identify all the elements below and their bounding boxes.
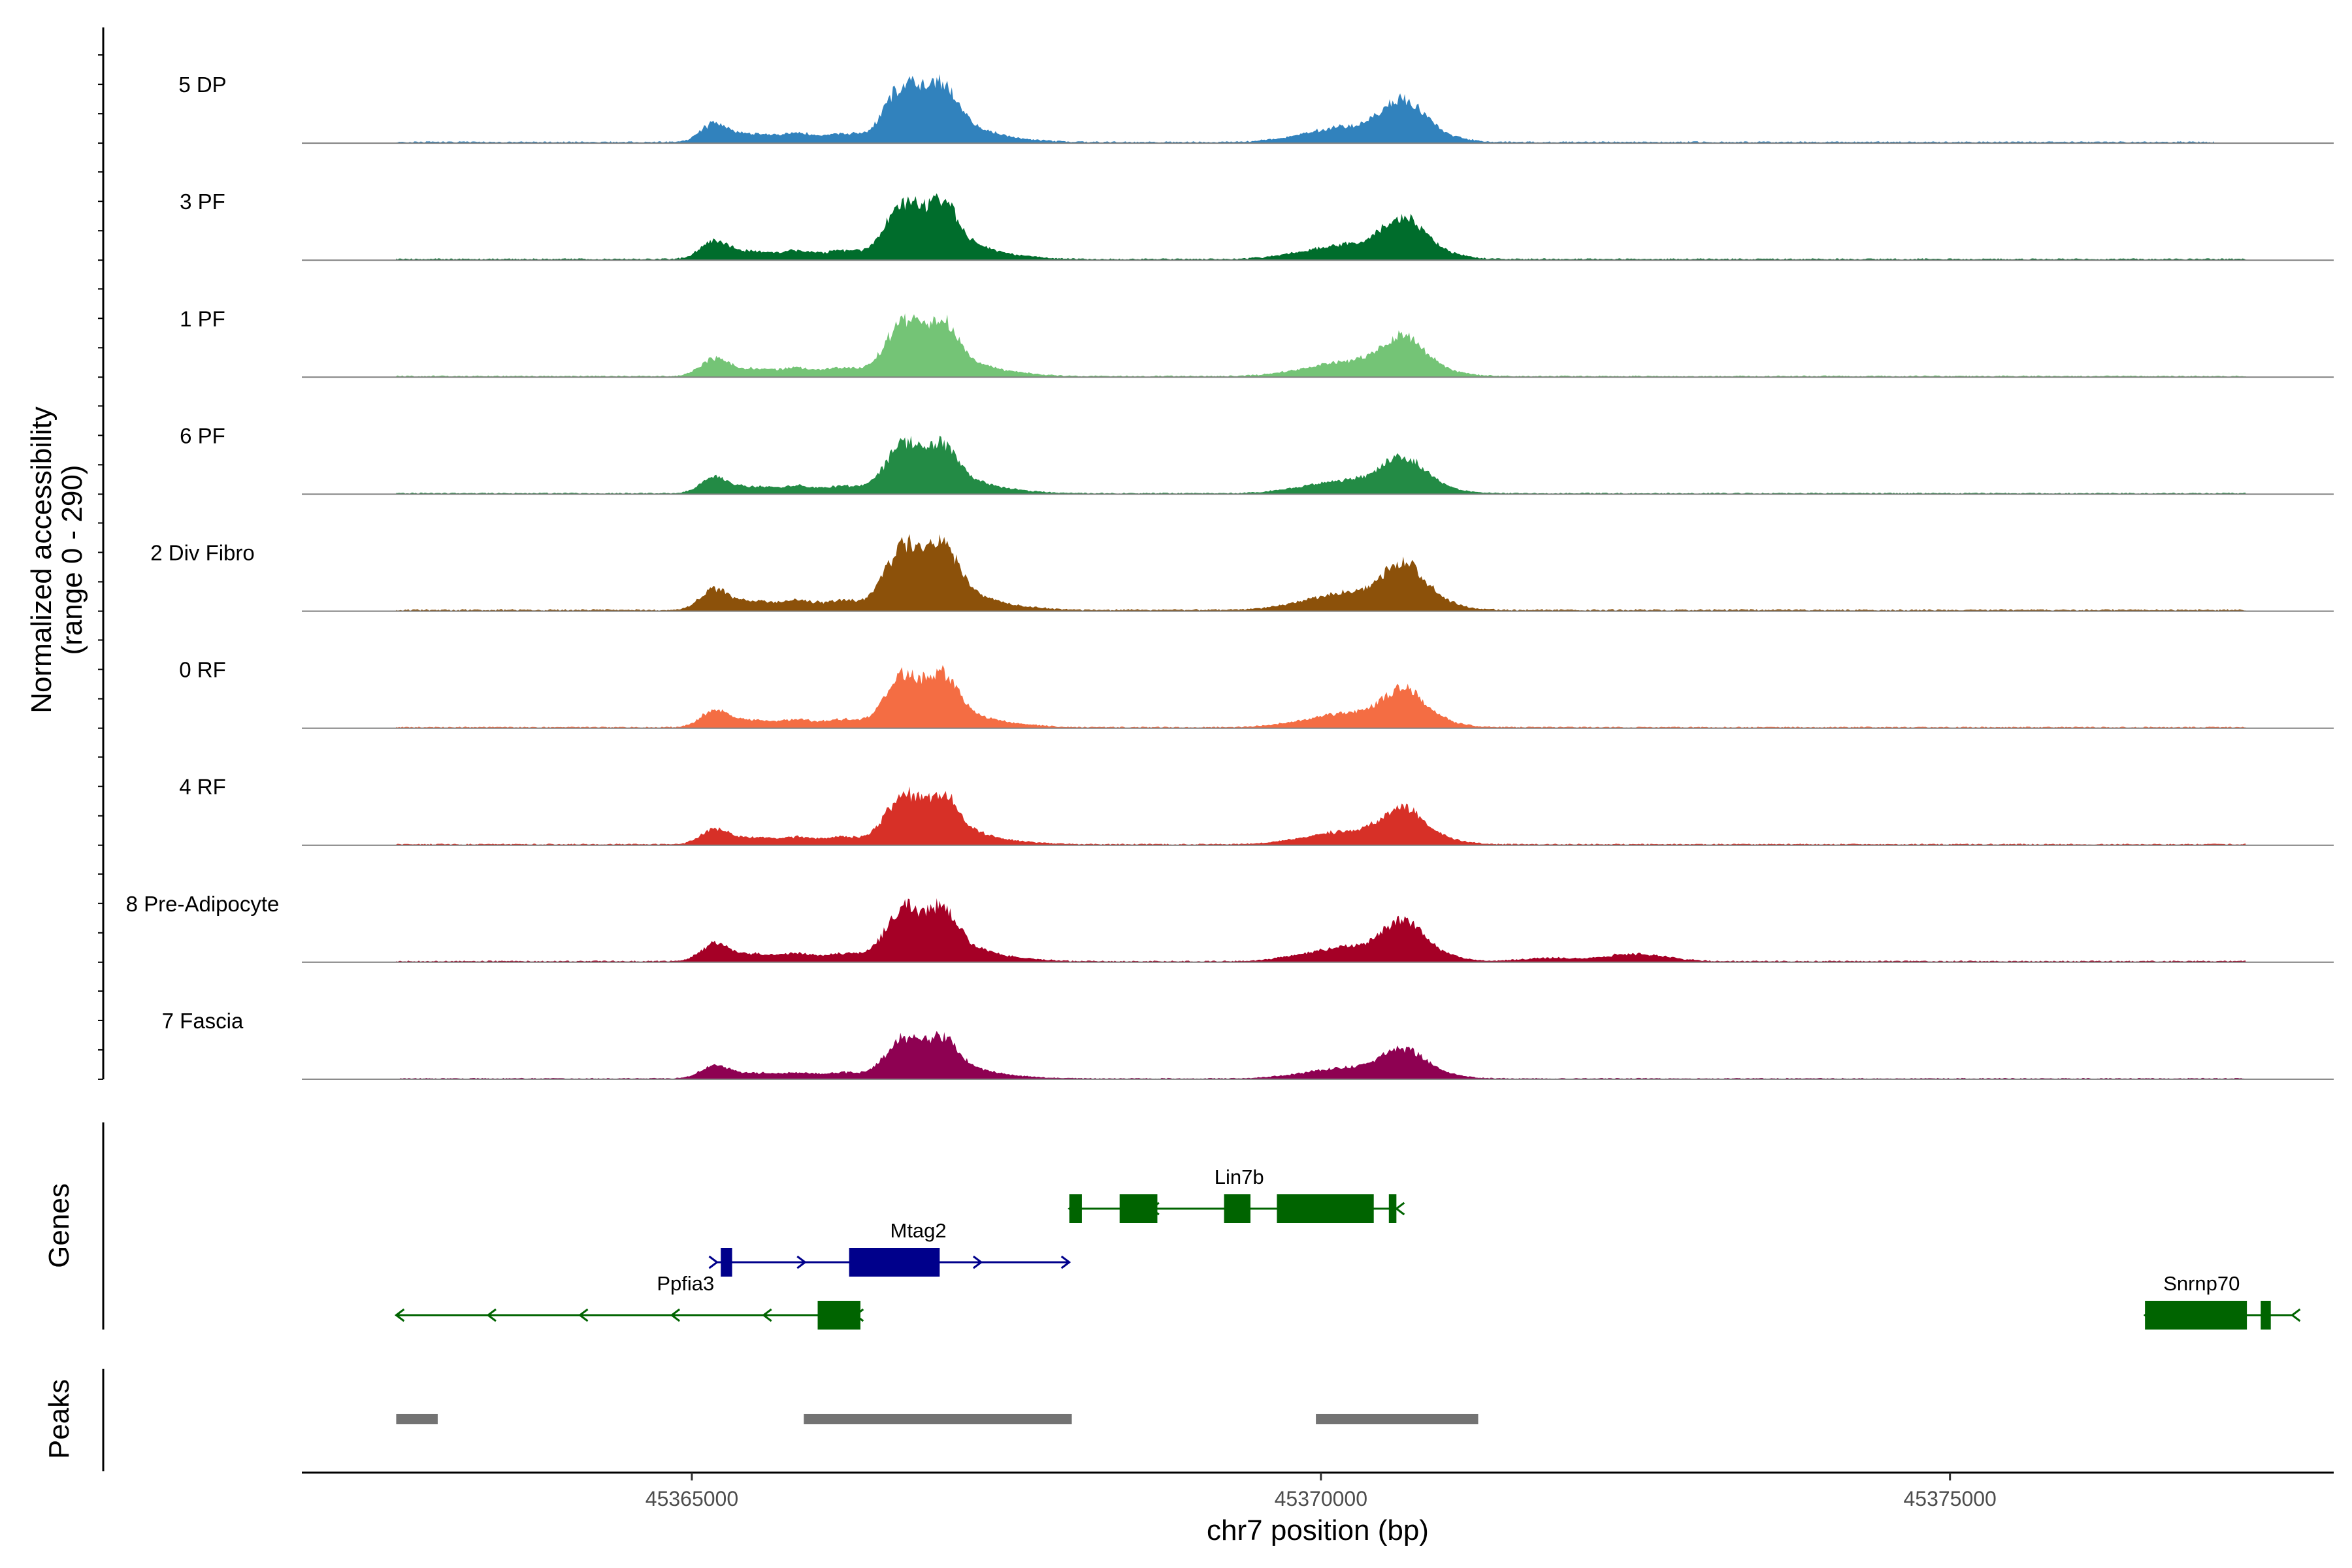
coverage-area	[396, 665, 2246, 728]
track-1-pf: 1 PF	[180, 306, 2334, 378]
strand-arrow	[2290, 1308, 2301, 1322]
track-label: 1 PF	[180, 306, 225, 331]
strand-arrow	[1394, 1201, 1405, 1216]
strand-arrow	[670, 1308, 681, 1322]
track-label: 3 PF	[180, 189, 225, 214]
gene-exon	[1277, 1194, 1374, 1223]
track-0-rf: 0 RF	[179, 658, 2334, 729]
peak-bar	[1316, 1414, 1478, 1424]
genes-panel-title: Genes	[43, 1183, 75, 1268]
peak-regions	[396, 1414, 1478, 1424]
coverage-area	[396, 435, 2246, 495]
coverage-area	[396, 786, 2246, 845]
peak-bar	[396, 1414, 438, 1424]
track-label: 6 PF	[180, 423, 225, 448]
gene-exon	[1224, 1194, 1250, 1223]
gene-ppfia3: Ppfia3	[394, 1272, 864, 1330]
track-label: 8 Pre-Adipocyte	[126, 892, 280, 916]
strand-arrow	[1060, 1255, 1071, 1269]
track-4-rf: 4 RF	[179, 775, 2334, 846]
coverage-area	[396, 74, 2215, 144]
coverage-area	[396, 534, 2246, 612]
gene-exon	[817, 1301, 861, 1330]
y-axis-range: (range 0 - 290)	[56, 465, 88, 655]
track-label: 0 RF	[179, 658, 226, 682]
coverage-area	[396, 193, 2246, 261]
strand-arrow	[578, 1308, 589, 1322]
gene-exon	[849, 1248, 940, 1277]
gene-label: Lin7b	[1215, 1166, 1264, 1188]
gene-lin7b: Lin7b	[1068, 1166, 1405, 1223]
strand-arrow	[972, 1255, 983, 1269]
strand-arrow	[796, 1255, 807, 1269]
gene-exon	[1119, 1194, 1158, 1223]
strand-arrow	[762, 1308, 772, 1322]
x-axis-title: chr7 position (bp)	[1207, 1514, 1429, 1546]
gene-exon	[2261, 1301, 2271, 1330]
gene-label: Snrnp70	[2163, 1272, 2240, 1295]
coverage-area	[396, 313, 2246, 378]
track-label: 5 DP	[178, 73, 226, 97]
gene-mtag2: Mtag2	[708, 1219, 1071, 1277]
coverage-area	[396, 898, 2246, 962]
x-tick-label: 45370000	[1275, 1487, 1367, 1511]
gene-annotations: Lin7b Mtag2 Ppfia3 Snrnp70	[394, 1166, 2301, 1330]
coverage-area	[396, 1030, 2246, 1079]
track-label: 4 RF	[179, 775, 226, 799]
coverage-y-ticks	[98, 54, 103, 1080]
gene-exon	[1069, 1194, 1082, 1223]
gene-label: Mtag2	[890, 1219, 947, 1242]
strand-arrow	[708, 1255, 719, 1269]
track-2-div-fibro: 2 Div Fibro	[150, 534, 2334, 612]
x-tick-label: 45375000	[1903, 1487, 1996, 1511]
y-axis-title: Normalized accessibility	[25, 406, 57, 713]
track-label: 7 Fascia	[162, 1009, 244, 1033]
track-5-dp: 5 DP	[178, 73, 2334, 144]
track-7-fascia: 7 Fascia	[162, 1009, 2334, 1080]
track-8-pre-adipocyte: 8 Pre-Adipocyte	[126, 892, 2334, 963]
track-label: 2 Div Fibro	[150, 541, 255, 565]
coverage-tracks: 5 DP 3 PF 1 PF 6 PF 2 Div Fibro 0 RF 4 RF 8 Pre…	[126, 73, 2334, 1080]
track-3-pf: 3 PF	[180, 189, 2334, 261]
gene-exon	[721, 1248, 732, 1277]
peak-bar	[804, 1414, 1072, 1424]
peaks-panel-title: Peaks	[43, 1379, 75, 1459]
gene-exon	[1388, 1194, 1397, 1223]
strand-arrow	[394, 1308, 405, 1322]
gene-label: Ppfia3	[657, 1272, 714, 1295]
track-6-pf: 6 PF	[180, 423, 2334, 495]
x-tick-label: 45365000	[645, 1487, 738, 1511]
strand-arrow	[486, 1308, 497, 1322]
gene-snrnp70: Snrnp70	[2143, 1272, 2301, 1330]
x-axis-ticks: 45365000 45370000 45375000	[645, 1473, 1997, 1511]
gene-exon	[2145, 1301, 2247, 1330]
